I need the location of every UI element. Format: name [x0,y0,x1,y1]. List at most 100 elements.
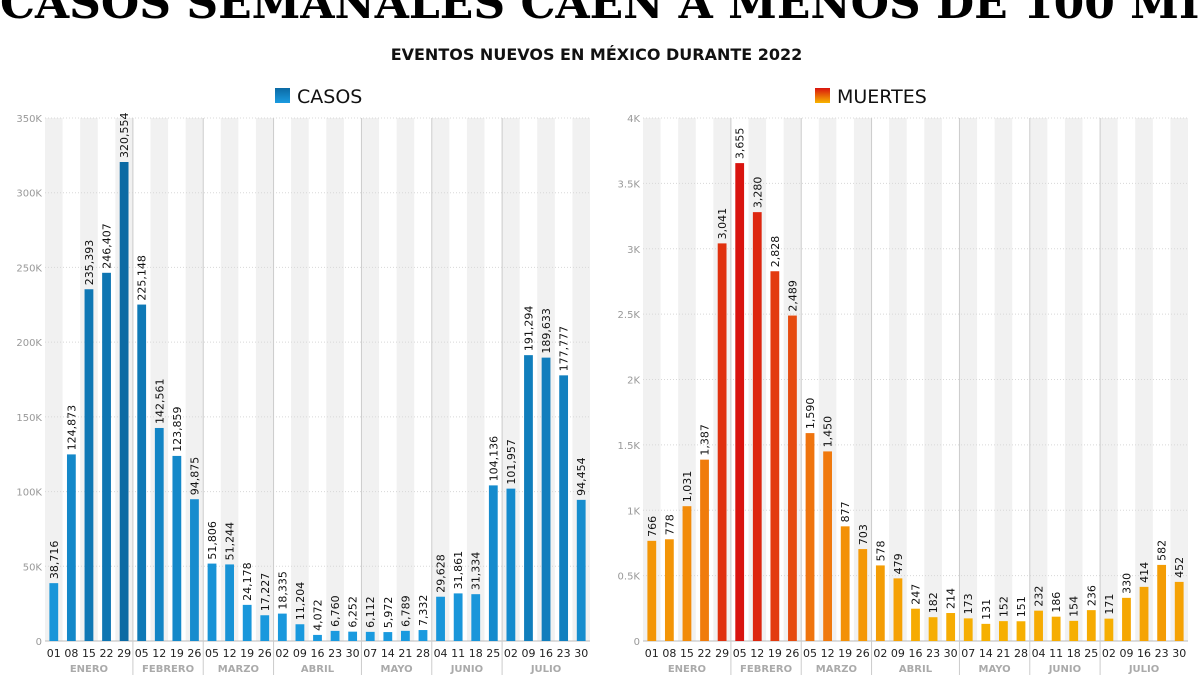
bar [999,621,1008,641]
data-label: 94,454 [575,457,588,496]
data-label: 182 [927,592,940,613]
bar [788,315,797,641]
month-label: ABRIL [899,664,933,675]
data-label: 17,227 [259,573,272,612]
bar [1122,597,1131,641]
data-label: 177,777 [558,326,571,372]
data-label: 330 [1120,573,1133,594]
bar [858,549,868,641]
week-label: 30 [346,647,360,660]
week-label: 26 [258,647,272,660]
week-label: 05 [803,647,817,660]
month-label: JUNIO [1048,664,1081,675]
month-label: FEBRERO [740,664,792,675]
bar [383,632,393,641]
bar [453,593,463,641]
bar [1086,610,1096,641]
data-label: 246,407 [101,223,114,269]
bar [172,455,182,641]
week-label: 18 [1067,647,1081,660]
column-stripe [255,118,274,641]
bar [946,613,956,641]
data-label: 2,828 [769,236,782,268]
bar [154,427,164,641]
month-label: JULIO [1128,664,1159,675]
week-label: 12 [223,647,237,660]
bar [313,634,322,641]
week-label: 01 [645,647,659,660]
data-label: 1,387 [699,424,712,456]
week-label: 08 [64,647,78,660]
legend-swatch [815,88,830,103]
legend-label: MUERTES [837,86,927,108]
data-label: 3,280 [751,177,764,209]
week-label: 22 [100,647,114,660]
bar [277,613,287,641]
data-label: 232 [1033,586,1046,607]
data-label: 6,112 [364,596,377,628]
bar [717,243,727,641]
data-label: 171 [1103,594,1116,615]
y-tick-label: 300K [16,189,42,200]
week-label: 02 [275,647,289,660]
bar [1139,586,1149,641]
bar [84,289,94,641]
bar [365,631,375,641]
data-label: 2,489 [786,280,799,312]
bar [1034,610,1043,641]
data-label: 186 [1050,592,1063,613]
bar [1016,621,1026,641]
column-stripe [326,118,344,641]
data-label: 225,148 [136,255,149,301]
week-label: 23 [557,647,571,660]
y-tick-label: 3K [627,245,640,256]
data-label: 38,716 [48,541,61,580]
data-label: 173 [962,593,975,614]
bar [506,488,516,641]
chart-subtitle: EVENTOS NUEVOS EN MÉXICO DURANTE 2022 [390,45,803,64]
data-label: 3,041 [716,208,729,240]
bar [436,596,445,641]
bar [330,630,340,641]
bar [418,630,428,641]
bar [559,375,569,641]
week-label: 14 [979,647,993,660]
bar [823,451,832,641]
week-label: 23 [1155,647,1169,660]
week-label: 30 [1172,647,1186,660]
data-label: 766 [646,516,659,537]
week-label: 15 [82,647,96,660]
data-label: 191,294 [522,306,535,352]
bar [49,583,59,641]
bar [963,618,973,641]
month-label: ENERO [668,664,706,675]
week-label: 08 [662,647,676,660]
week-label: 11 [1049,647,1063,660]
bar [137,304,147,641]
data-label: 51,806 [206,521,219,560]
data-label: 414 [1138,562,1151,583]
data-label: 235,393 [83,240,96,286]
data-label: 124,873 [65,405,78,451]
column-stripe [889,118,907,641]
y-tick-label: 250K [16,263,42,274]
bar [981,623,991,641]
y-tick-label: 2K [627,376,640,387]
data-label: 320,554 [118,113,131,159]
bar [348,631,358,641]
data-label: 778 [663,514,676,535]
data-label: 142,561 [153,378,166,424]
column-stripe [396,118,415,641]
week-label: 30 [944,647,958,660]
week-label: 01 [47,647,61,660]
week-label: 09 [521,647,535,660]
month-label: MAYO [979,664,1011,675]
week-label: 26 [187,647,201,660]
bar [1051,616,1061,641]
week-label: 04 [1032,647,1046,660]
data-label: 1,590 [804,398,817,430]
y-tick-label: 350K [16,114,42,125]
y-tick-label: 0 [634,637,640,648]
y-tick-label: 4K [627,114,640,125]
y-tick-label: 200K [16,338,42,349]
